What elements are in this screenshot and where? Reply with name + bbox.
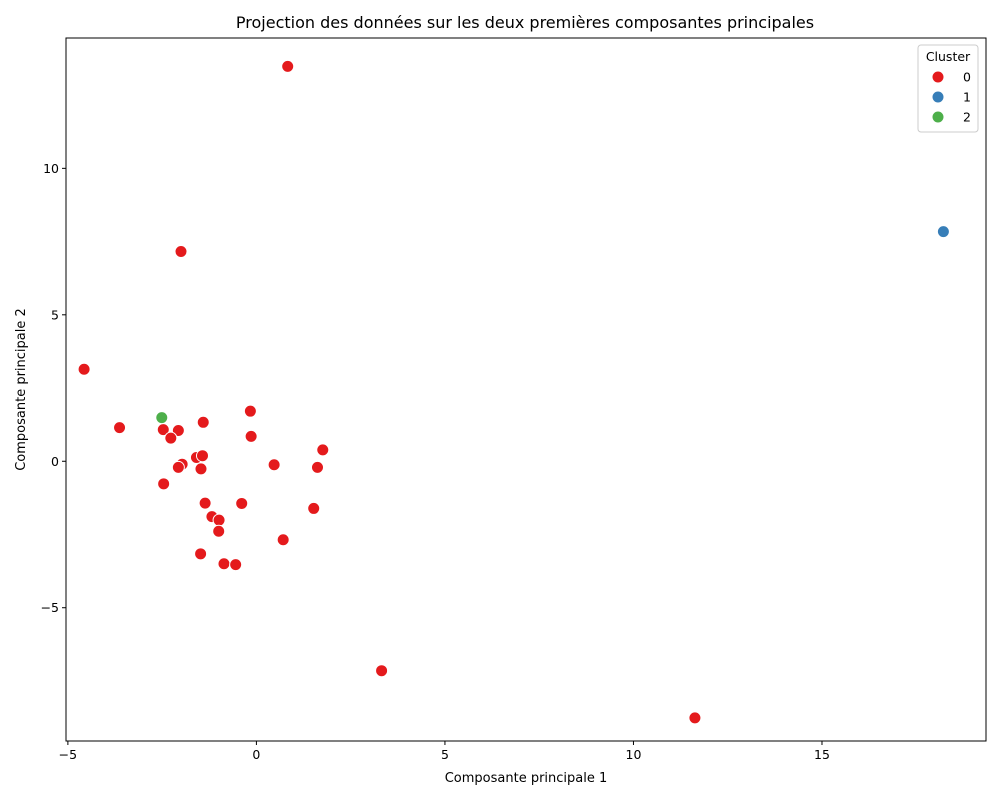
data-point-cluster-0 (244, 429, 258, 443)
legend: Cluster 0 1 2 (917, 44, 979, 133)
data-point-cluster-0 (212, 524, 226, 538)
x-axis-label: Composante principale 1 (445, 771, 608, 786)
data-point-cluster-0 (316, 443, 330, 457)
y-axis-ticks: −5 0 5 10 (41, 161, 66, 615)
data-point-cluster-0 (310, 460, 324, 474)
data-point-cluster-0 (229, 558, 243, 572)
x-tick-label: 15 (814, 747, 830, 762)
chart-title: Projection des données sur les deux prem… (236, 13, 814, 32)
data-point-cluster-0 (77, 362, 91, 376)
legend-label: 2 (963, 110, 971, 125)
legend-marker (931, 110, 945, 124)
data-point-cluster-0 (235, 496, 249, 510)
legend-label: 0 (963, 70, 971, 85)
data-points (77, 59, 950, 725)
data-point-cluster-2 (155, 411, 169, 425)
legend-title: Cluster (926, 49, 971, 64)
x-tick-label: −5 (59, 747, 77, 762)
y-tick-label: 5 (51, 307, 59, 322)
x-tick-label: 10 (626, 747, 642, 762)
data-point-cluster-0 (212, 513, 226, 527)
data-point-cluster-0 (171, 460, 185, 474)
data-point-cluster-0 (194, 547, 208, 561)
data-point-cluster-0 (195, 449, 209, 463)
legend-marker (931, 90, 945, 104)
data-point-cluster-0 (113, 421, 127, 435)
data-point-cluster-0 (194, 462, 208, 476)
legend-label: 1 (963, 90, 971, 105)
data-point-cluster-0 (307, 501, 321, 515)
data-point-cluster-0 (688, 711, 702, 725)
data-point-cluster-0 (267, 458, 281, 472)
data-point-cluster-0 (164, 431, 178, 445)
x-axis-ticks: −5 0 5 10 15 (59, 741, 830, 762)
data-point-cluster-0 (276, 533, 290, 547)
data-point-cluster-0 (243, 404, 257, 418)
data-point-cluster-0 (281, 59, 295, 73)
x-tick-label: 5 (441, 747, 449, 762)
legend-frame (917, 44, 979, 133)
legend-marker (931, 70, 945, 84)
data-point-cluster-0 (174, 245, 188, 259)
y-axis-label: Composante principale 2 (14, 308, 29, 471)
data-point-cluster-1 (936, 225, 950, 239)
data-point-cluster-0 (217, 557, 231, 571)
data-point-cluster-0 (157, 477, 171, 491)
data-point-cluster-0 (375, 664, 389, 678)
y-tick-label: 0 (51, 454, 59, 469)
legend-entries: 0 1 2 (931, 70, 971, 125)
data-point-cluster-0 (196, 415, 210, 429)
data-point-cluster-0 (198, 496, 212, 510)
y-tick-label: −5 (41, 600, 59, 615)
plot-area-frame (65, 37, 987, 742)
x-tick-label: 0 (252, 747, 260, 762)
y-tick-label: 10 (43, 161, 59, 176)
